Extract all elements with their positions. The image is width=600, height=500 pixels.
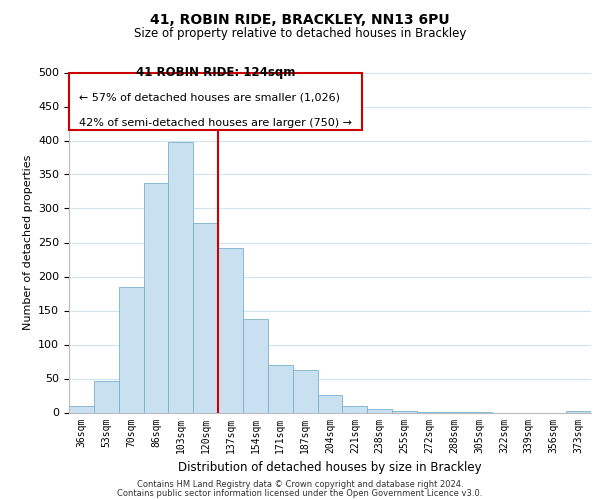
- Bar: [293, 370, 317, 412]
- Bar: [367, 409, 392, 412]
- Text: ← 57% of detached houses are smaller (1,026): ← 57% of detached houses are smaller (1,…: [79, 93, 340, 103]
- Text: 42% of semi-detached houses are larger (750) →: 42% of semi-detached houses are larger (…: [79, 118, 352, 128]
- Bar: [143, 182, 169, 412]
- Bar: [343, 406, 367, 412]
- Bar: [566, 411, 591, 412]
- Text: Contains public sector information licensed under the Open Government Licence v3: Contains public sector information licen…: [118, 488, 482, 498]
- Bar: [243, 320, 268, 412]
- Bar: [317, 395, 343, 412]
- Bar: [218, 248, 243, 412]
- Bar: [169, 142, 193, 412]
- Bar: [193, 224, 218, 412]
- Y-axis label: Number of detached properties: Number of detached properties: [23, 155, 32, 330]
- X-axis label: Distribution of detached houses by size in Brackley: Distribution of detached houses by size …: [178, 461, 482, 474]
- Bar: [392, 411, 417, 412]
- FancyBboxPatch shape: [69, 72, 362, 130]
- Bar: [268, 365, 293, 412]
- Bar: [69, 406, 94, 412]
- Bar: [119, 286, 143, 412]
- Text: Size of property relative to detached houses in Brackley: Size of property relative to detached ho…: [134, 28, 466, 40]
- Text: 41, ROBIN RIDE, BRACKLEY, NN13 6PU: 41, ROBIN RIDE, BRACKLEY, NN13 6PU: [150, 12, 450, 26]
- Text: Contains HM Land Registry data © Crown copyright and database right 2024.: Contains HM Land Registry data © Crown c…: [137, 480, 463, 489]
- Bar: [94, 380, 119, 412]
- Text: 41 ROBIN RIDE: 124sqm: 41 ROBIN RIDE: 124sqm: [136, 66, 295, 79]
